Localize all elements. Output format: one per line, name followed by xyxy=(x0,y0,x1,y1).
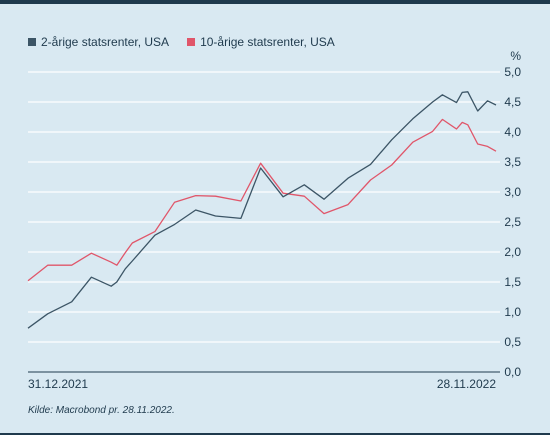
grid-lines xyxy=(28,71,500,373)
y-tick-label: 2,5 xyxy=(504,215,521,229)
x-tick-label-start: 31.12.2021 xyxy=(28,377,88,391)
x-tick-label-end: 28.11.2022 xyxy=(437,377,496,391)
y-tick-label: 3,0 xyxy=(504,185,521,199)
y-axis-ticks: 0,0 0,5 1,0 1,5 2,0 2,5 3,0 3,5 4,0 4,5 5,0 xyxy=(504,65,521,379)
y-tick-label: 5,0 xyxy=(504,65,521,79)
y-tick-label: 4,0 xyxy=(504,125,521,139)
series-line-2yr xyxy=(27,91,497,329)
y-tick-label: 1,0 xyxy=(504,305,521,319)
bottom-rule xyxy=(0,433,550,435)
chart-legend: 2-årige statsrenter, USA 10-årige statsr… xyxy=(28,34,353,50)
top-rule xyxy=(0,0,550,4)
legend-label-2yr: 2-årige statsrenter, USA xyxy=(41,35,170,49)
legend-swatch-2yr xyxy=(28,38,36,46)
y-tick-label: 2,0 xyxy=(504,245,521,259)
series-line-10yr xyxy=(27,118,497,282)
y-tick-label: 3,5 xyxy=(504,155,521,169)
y-tick-label: 0,0 xyxy=(504,365,521,379)
source-note: Kilde: Macrobond pr. 28.11.2022. xyxy=(28,405,175,416)
series-lines xyxy=(27,91,497,329)
y-tick-label: 4,5 xyxy=(504,95,521,109)
legend-item-2yr: 2-årige statsrenter, USA xyxy=(28,35,169,49)
legend-label-10yr: 10-årige statsrenter, USA xyxy=(200,35,335,49)
legend-swatch-10yr xyxy=(187,38,196,46)
legend-item-10yr: 10-årige statsrenter, USA xyxy=(187,35,335,49)
y-tick-label: 1,5 xyxy=(504,275,521,289)
y-tick-label: 0,5 xyxy=(504,335,521,349)
y-axis-unit: % xyxy=(510,49,521,63)
